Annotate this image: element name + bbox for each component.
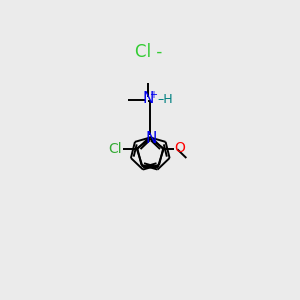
Text: –H: –H: [158, 93, 173, 106]
Text: Cl: Cl: [109, 142, 122, 156]
Text: O: O: [174, 141, 185, 155]
Text: N: N: [142, 91, 154, 106]
Text: N: N: [145, 130, 156, 146]
Text: +: +: [149, 90, 157, 100]
Text: Cl -: Cl -: [135, 43, 162, 61]
